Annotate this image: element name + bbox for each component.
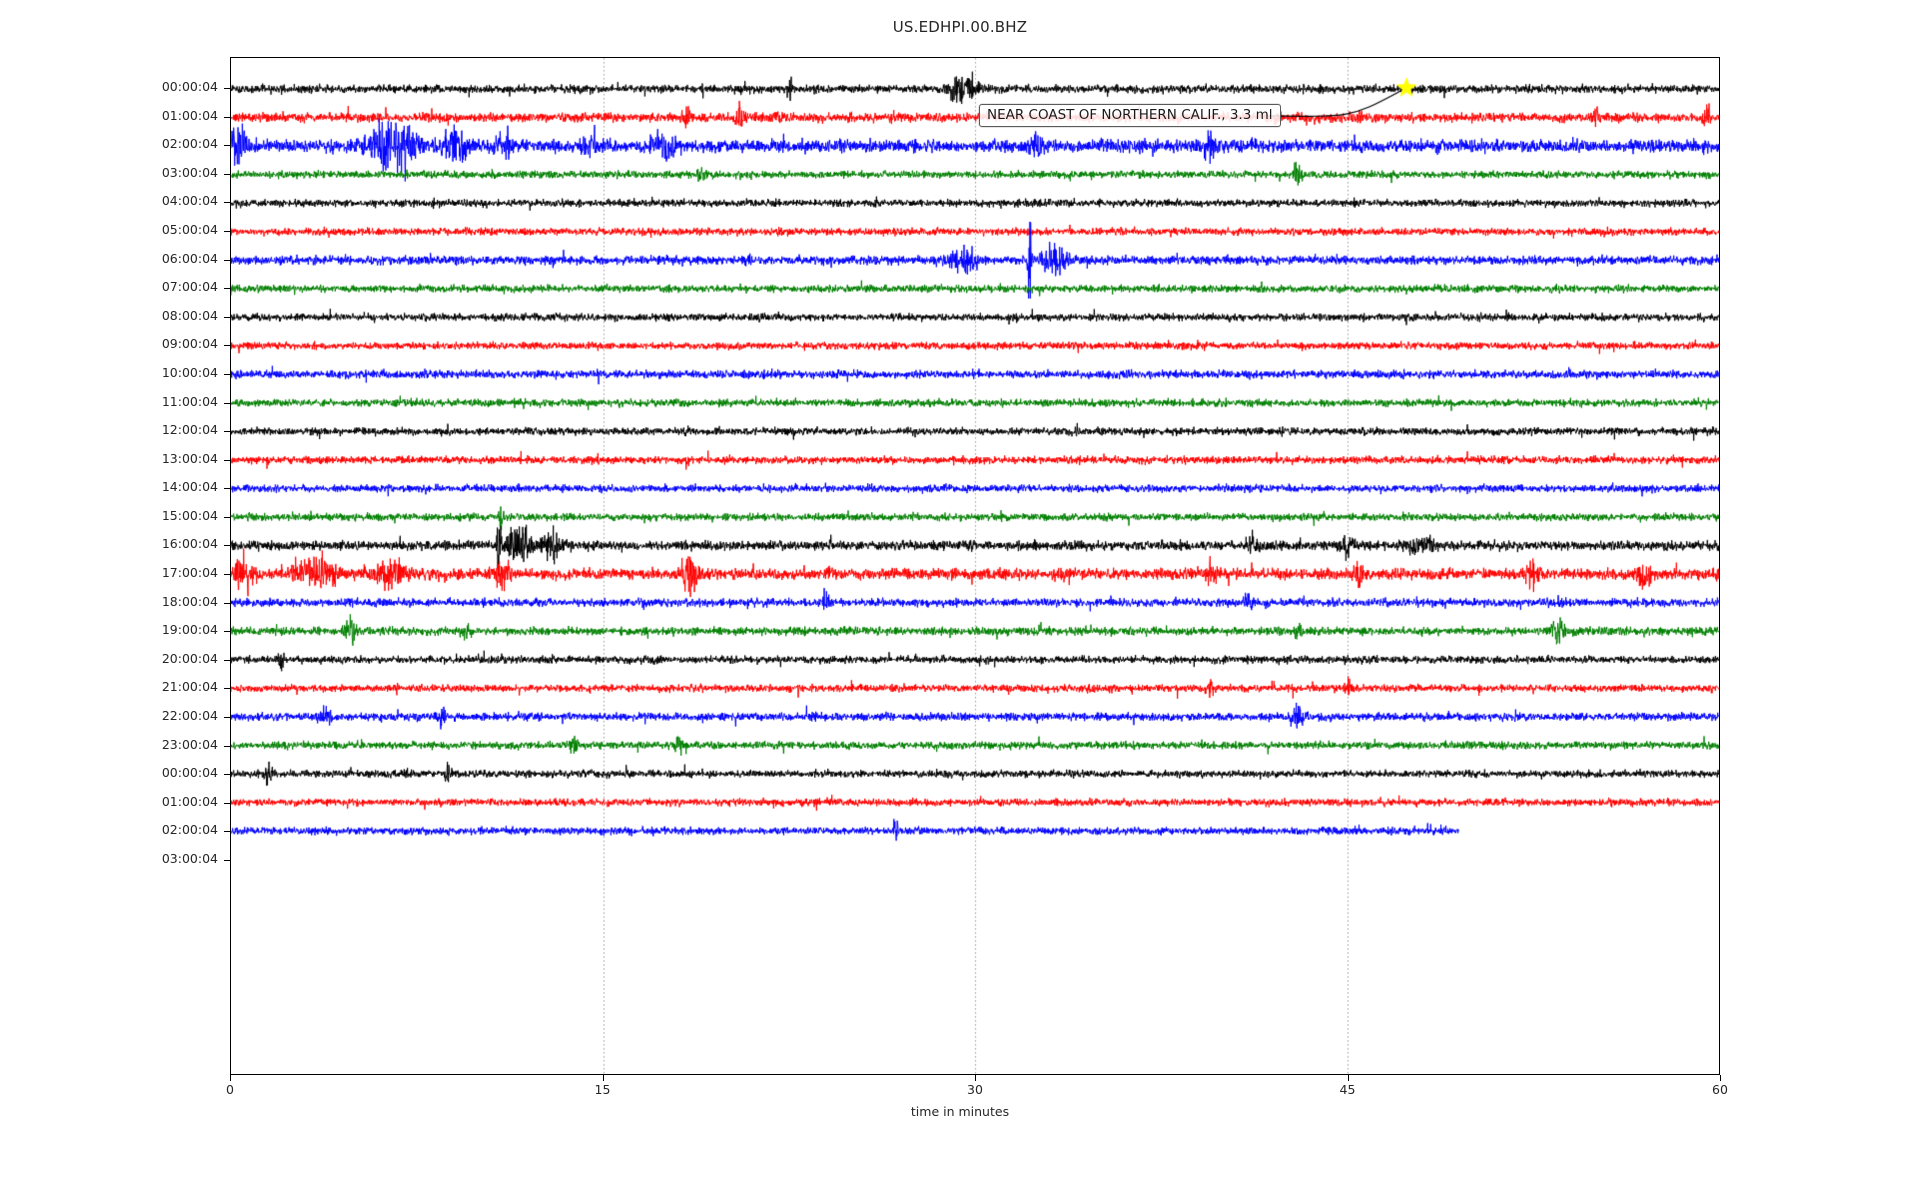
y-axis-tick-label: 03:00:04 <box>161 164 218 180</box>
y-axis-tick-label: 02:00:04 <box>161 822 218 838</box>
y-axis-tick-label: 00:00:04 <box>161 765 218 781</box>
x-axis-tick-label: 30 <box>967 1082 983 1097</box>
y-axis-tick-label: 10:00:04 <box>161 364 218 380</box>
y-axis-tick-mark <box>224 746 230 747</box>
y-axis-tick-mark <box>224 717 230 718</box>
seismogram-canvas <box>231 58 1719 1074</box>
event-annotation-label[interactable]: NEAR COAST OF NORTHERN CALIF., 3.3 ml <box>979 103 1281 128</box>
y-axis-tick-mark <box>224 431 230 432</box>
y-axis-tick-label: 04:00:04 <box>161 193 218 209</box>
y-axis-tick-mark <box>224 403 230 404</box>
y-axis-tick-label: 06:00:04 <box>161 250 218 266</box>
x-axis-tick-label: 15 <box>594 1082 611 1097</box>
y-axis-tick-mark <box>224 860 230 861</box>
y-axis-tick-mark <box>224 831 230 832</box>
y-axis-tick-mark <box>224 260 230 261</box>
y-axis-tick-label: 17:00:04 <box>161 565 218 581</box>
y-axis-tick-label: 12:00:04 <box>161 422 218 438</box>
x-axis-tick-label: 45 <box>1339 1082 1356 1097</box>
y-axis-tick-mark <box>224 174 230 175</box>
x-axis-tick-label: 0 <box>226 1082 234 1097</box>
y-axis-tick-mark <box>224 631 230 632</box>
y-axis-tick-mark <box>224 145 230 146</box>
y-axis-tick-mark <box>224 88 230 89</box>
y-axis-tick-mark <box>224 288 230 289</box>
y-axis-tick-label: 01:00:04 <box>161 793 218 809</box>
x-axis-tick-mark <box>1348 1075 1349 1081</box>
x-axis-title: time in minutes <box>910 1104 1010 1119</box>
y-axis-tick-mark <box>224 660 230 661</box>
y-axis-tick-mark <box>224 574 230 575</box>
y-axis-tick-mark <box>224 603 230 604</box>
y-axis-tick-mark <box>224 803 230 804</box>
x-axis-tick-mark <box>603 1075 604 1081</box>
y-axis-tick-label: 03:00:04 <box>161 851 218 866</box>
y-axis-tick-mark <box>224 460 230 461</box>
y-axis-tick-mark <box>224 202 230 203</box>
y-axis-tick-label: 21:00:04 <box>161 679 218 695</box>
y-axis-tick-label: 14:00:04 <box>161 479 218 495</box>
y-axis-tick-mark <box>224 545 230 546</box>
y-axis-tick-mark <box>224 774 230 775</box>
x-axis-tick-mark <box>230 1075 231 1081</box>
y-axis-tick-label: 11:00:04 <box>161 393 218 409</box>
y-axis-tick-label: 05:00:04 <box>161 221 218 237</box>
y-axis-tick-label: 22:00:04 <box>161 708 218 724</box>
y-axis-tick-label: 02:00:04 <box>161 136 218 152</box>
y-axis-tick-label: 08:00:04 <box>161 307 218 323</box>
y-axis-tick-label: 15:00:04 <box>161 507 218 523</box>
y-axis-tick-label: 13:00:04 <box>161 450 218 466</box>
y-axis-tick-label: 19:00:04 <box>161 622 218 638</box>
y-axis-tick-label: 20:00:04 <box>161 650 218 666</box>
y-axis-tick-mark <box>224 231 230 232</box>
plot-area <box>230 57 1720 1075</box>
x-axis-tick-label: 60 <box>1712 1082 1728 1097</box>
y-axis-tick-label: 01:00:04 <box>161 107 218 123</box>
y-axis-tick-label: 23:00:04 <box>161 736 218 752</box>
y-axis-tick-label: 16:00:04 <box>161 536 218 552</box>
y-axis-tick-label: 00:00:04 <box>161 79 218 94</box>
y-axis-tick-label: 18:00:04 <box>161 593 218 609</box>
y-axis-tick-mark <box>224 345 230 346</box>
y-axis-tick-mark <box>224 517 230 518</box>
y-axis-tick-label: 07:00:04 <box>161 279 218 295</box>
y-axis-tick-mark <box>224 317 230 318</box>
y-axis-tick-label: 09:00:04 <box>161 336 218 352</box>
page-title: US.EDHPI.00.BHZ <box>892 18 1028 36</box>
x-axis-tick-mark <box>1720 1075 1721 1081</box>
y-axis-tick-mark <box>224 488 230 489</box>
y-axis-tick-mark <box>224 117 230 118</box>
x-axis-tick-mark <box>975 1075 976 1081</box>
y-axis-tick-mark <box>224 374 230 375</box>
y-axis-tick-mark <box>224 688 230 689</box>
